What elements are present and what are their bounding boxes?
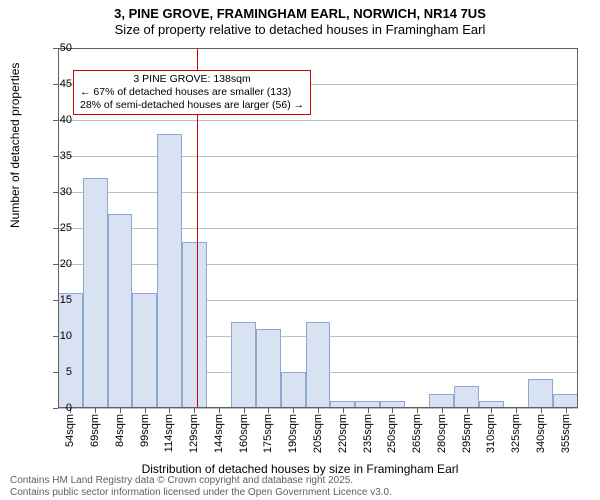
footer-attrib: Contains HM Land Registry data © Crown c… <box>10 475 392 498</box>
callout-box: 3 PINE GROVE: 138sqm ← 67% of detached h… <box>73 70 311 115</box>
y-tick-label: 50 <box>32 42 72 54</box>
x-tick-label: 205sqm <box>312 414 324 453</box>
x-tick-label: 265sqm <box>411 414 423 453</box>
x-tick-label: 235sqm <box>362 414 374 453</box>
title-line-2: Size of property relative to detached ho… <box>0 22 600 37</box>
chart-title: 3, PINE GROVE, FRAMINGHAM EARL, NORWICH,… <box>0 6 600 37</box>
x-tick-label: 190sqm <box>287 414 299 453</box>
x-tick-mark <box>120 408 121 413</box>
x-tick-mark <box>194 408 195 413</box>
x-tick-label: 310sqm <box>485 414 497 453</box>
x-tick-label: 144sqm <box>213 414 225 453</box>
callout-line-2: ← 67% of detached houses are smaller (13… <box>80 86 304 99</box>
x-tick-mark <box>95 408 96 413</box>
y-tick-label: 5 <box>32 366 72 378</box>
footer-line-2: Contains public sector information licen… <box>10 487 392 499</box>
x-tick-mark <box>219 408 220 413</box>
x-tick-label: 280sqm <box>436 414 448 453</box>
x-tick-mark <box>293 408 294 413</box>
x-tick-mark <box>566 408 567 413</box>
x-tick-label: 355sqm <box>560 414 572 453</box>
x-axis-label: Distribution of detached houses by size … <box>0 462 600 476</box>
x-tick-label: 69sqm <box>89 414 101 447</box>
x-tick-mark <box>467 408 468 413</box>
x-tick-label: 114sqm <box>163 414 175 452</box>
y-tick-label: 0 <box>32 402 72 414</box>
y-tick-label: 15 <box>32 294 72 306</box>
footer-line-1: Contains HM Land Registry data © Crown c… <box>10 475 392 487</box>
x-tick-label: 325sqm <box>510 414 522 453</box>
callout-line-3: 28% of semi-detached houses are larger (… <box>80 99 304 112</box>
title-line-1: 3, PINE GROVE, FRAMINGHAM EARL, NORWICH,… <box>0 6 600 21</box>
x-tick-mark <box>368 408 369 413</box>
chart-container: 3, PINE GROVE, FRAMINGHAM EARL, NORWICH,… <box>0 0 600 500</box>
x-tick-label: 250sqm <box>386 414 398 453</box>
y-axis-label: Number of detached properties <box>8 63 22 228</box>
y-tick-label: 25 <box>32 222 72 234</box>
x-tick-mark <box>244 408 245 413</box>
x-tick-mark <box>145 408 146 413</box>
x-tick-label: 295sqm <box>461 414 473 453</box>
x-tick-mark <box>343 408 344 413</box>
x-tick-mark <box>516 408 517 413</box>
x-tick-mark <box>541 408 542 413</box>
y-tick-label: 20 <box>32 258 72 270</box>
callout-line-1: 3 PINE GROVE: 138sqm <box>80 73 304 86</box>
y-tick-label: 30 <box>32 186 72 198</box>
x-tick-mark <box>491 408 492 413</box>
x-tick-mark <box>268 408 269 413</box>
plot-area: 3 PINE GROVE: 138sqm ← 67% of detached h… <box>58 48 578 408</box>
x-tick-mark <box>442 408 443 413</box>
x-tick-label: 84sqm <box>114 414 126 447</box>
x-tick-label: 99sqm <box>139 414 151 447</box>
x-tick-mark <box>169 408 170 413</box>
x-tick-label: 54sqm <box>64 414 76 447</box>
x-tick-label: 340sqm <box>535 414 547 453</box>
y-tick-label: 40 <box>32 114 72 126</box>
x-tick-label: 220sqm <box>337 414 349 453</box>
y-tick-label: 35 <box>32 150 72 162</box>
y-tick-label: 10 <box>32 330 72 342</box>
x-tick-label: 160sqm <box>238 414 250 453</box>
x-tick-label: 129sqm <box>188 414 200 453</box>
x-tick-mark <box>318 408 319 413</box>
x-tick-label: 175sqm <box>262 414 274 453</box>
x-tick-mark <box>392 408 393 413</box>
y-tick-label: 45 <box>32 78 72 90</box>
x-tick-mark <box>417 408 418 413</box>
